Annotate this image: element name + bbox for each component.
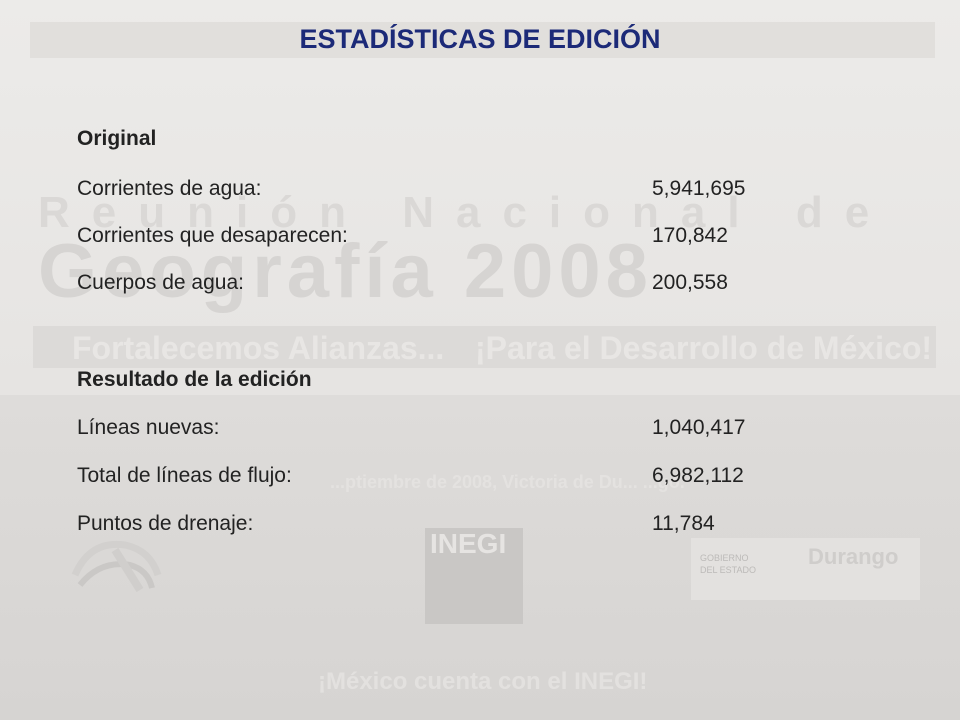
durango-logo-text: Durango [808,544,899,569]
stat-value: 5,941,695 [652,177,746,200]
watermark-footer: ¡México cuenta con el INEGI! [318,668,648,695]
title-band [30,22,935,58]
stat-value: 1,040,417 [652,416,746,439]
gobierno-logo-text: GOBIERNO DEL ESTADO [700,553,757,575]
section-heading-original: Original [77,127,157,150]
stat-label: Líneas nuevas: [77,416,220,439]
stat-label: Corrientes de agua: [77,177,262,200]
watermark-dates: ...ptiembre de 2008, Victoria de Du... .… [330,472,685,492]
watermark-slogan-left: Fortalecemos Alianzas... [72,330,445,366]
stat-value: 200,558 [652,271,728,294]
watermark-slogan-band [33,326,936,368]
page-title: ESTADÍSTICAS DE EDICIÓN [299,24,661,54]
stat-value: 170,842 [652,224,728,247]
watermark-event-name: Reunión Nacional de [38,188,892,237]
stat-label: Puntos de drenaje: [77,512,254,535]
stat-label: Corrientes que desaparecen: [77,224,348,247]
mexico-logo-icon [71,540,162,593]
section-heading-resultado: Resultado de la edición [77,368,312,391]
stat-value: 6,982,112 [652,464,744,487]
stat-label: Total de líneas de flujo: [77,464,292,487]
inegi-logo [425,528,523,624]
watermark-event-year: Geografía 2008 [38,229,653,314]
inegi-logo-text: INEGI [430,528,507,559]
watermark-slogan-right: ¡Para el Desarrollo de México! [475,330,933,366]
stat-value: 11,784 [652,512,715,535]
gobierno-durango-logo [691,538,920,600]
stat-label: Cuerpos de agua: [77,271,244,294]
